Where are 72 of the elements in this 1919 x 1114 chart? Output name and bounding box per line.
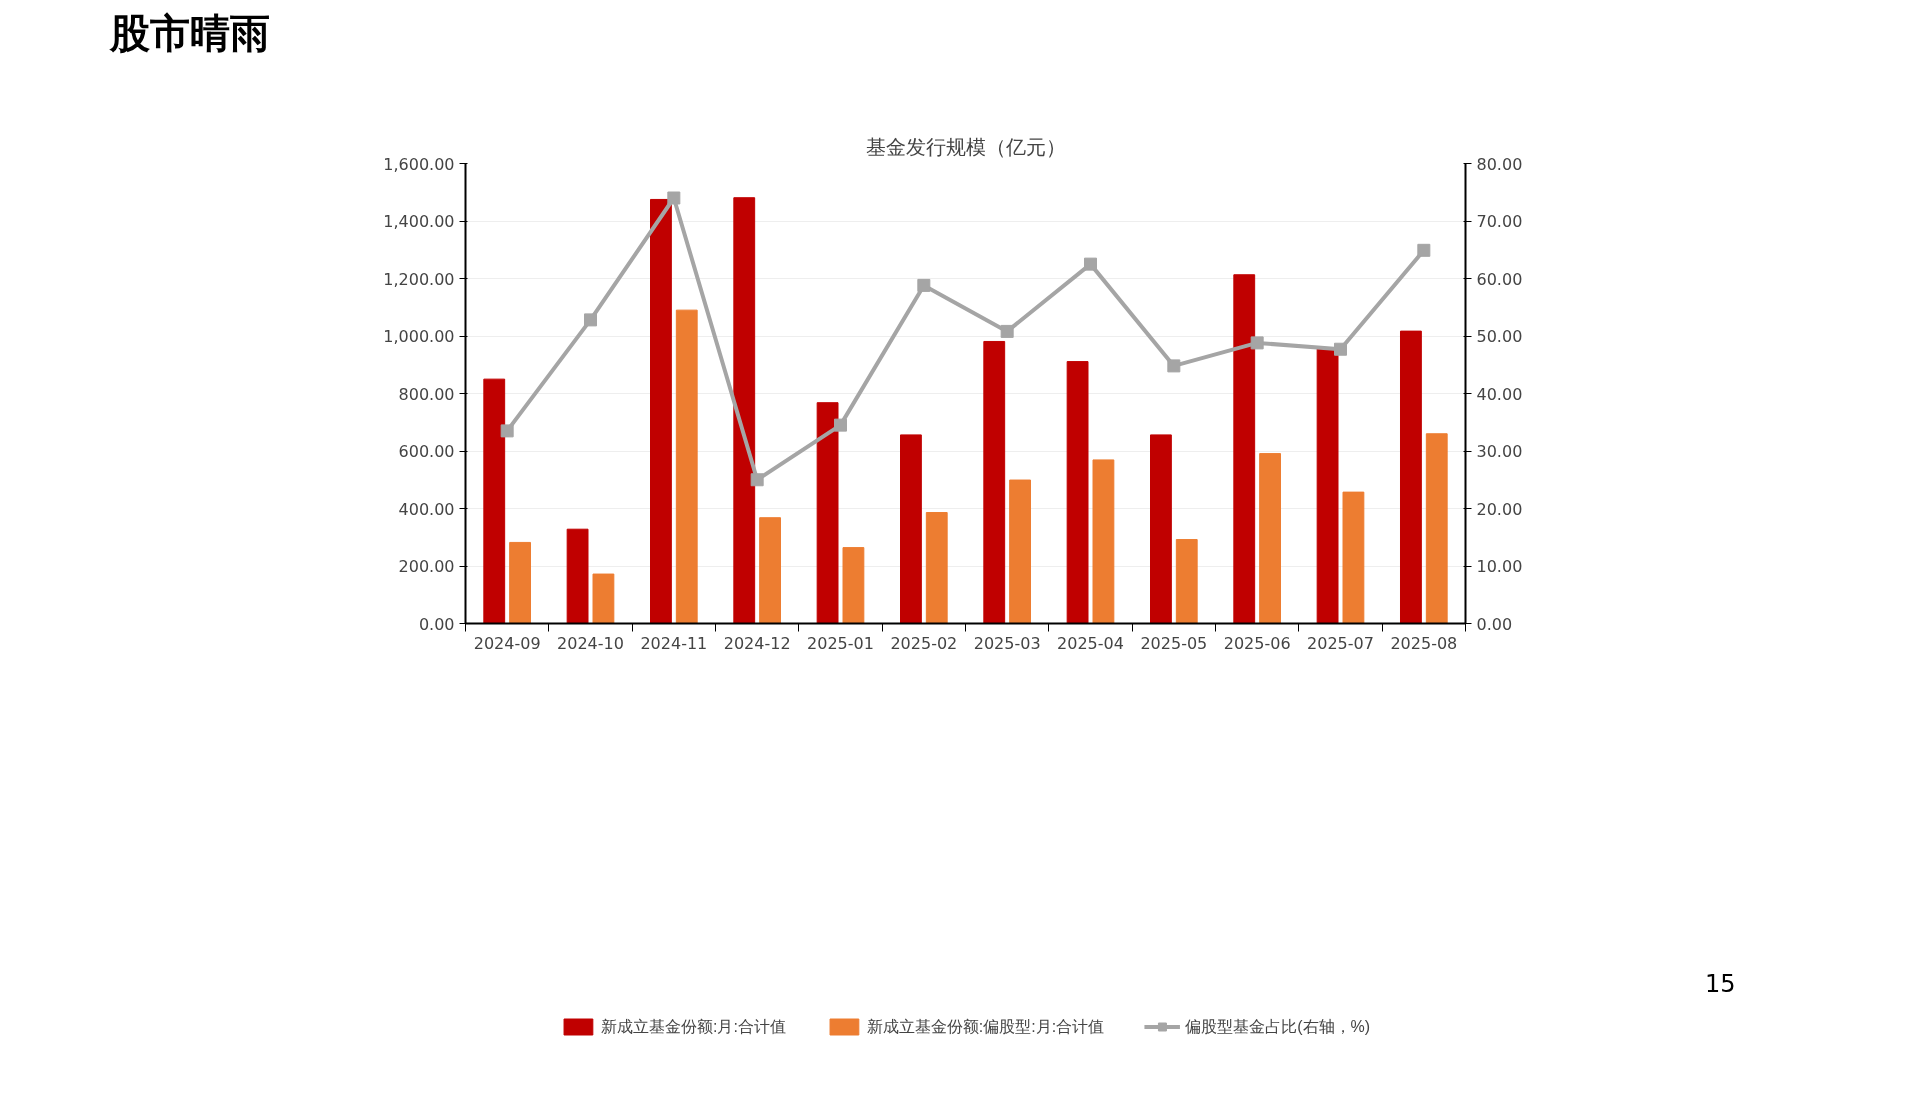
x-tick-label: 2024-09 bbox=[473, 633, 541, 653]
bar bbox=[983, 341, 1006, 624]
x-tick-label: 2025-03 bbox=[973, 633, 1041, 653]
y2-tick-label: 80.00 bbox=[1476, 154, 1523, 174]
y2-tick-label: 60.00 bbox=[1476, 269, 1523, 289]
point bbox=[500, 424, 514, 438]
point bbox=[1167, 359, 1181, 373]
bar bbox=[759, 517, 781, 624]
bar bbox=[900, 434, 922, 624]
y2-tick-label: 70.00 bbox=[1476, 212, 1523, 232]
y-tick-label: 600.00 bbox=[398, 442, 455, 462]
x-tick-label: 2025-04 bbox=[1057, 633, 1124, 653]
legend-label: 新成立基金份额:偏股型:月:合计值 bbox=[866, 1016, 1105, 1037]
legend-label: 偏股型基金占比(右轴，%) bbox=[1185, 1016, 1371, 1037]
x-tick-label: 2025-02 bbox=[890, 633, 958, 653]
point bbox=[667, 191, 681, 205]
y-tick-label: 800.00 bbox=[398, 384, 455, 404]
y2-tick-label: 10.00 bbox=[1476, 557, 1523, 577]
point bbox=[584, 313, 597, 327]
x-tick-label: 2024-10 bbox=[557, 633, 624, 653]
legend-label: 新成立基金份额:月:合计值 bbox=[600, 1016, 786, 1037]
text: 15 bbox=[1705, 969, 1736, 1001]
x-tick-label: 2025-05 bbox=[1140, 633, 1208, 653]
y-tick-label: 1,400.00 bbox=[383, 212, 455, 232]
bar bbox=[1233, 274, 1256, 624]
chart-title: 基金发行规模（亿元） bbox=[865, 134, 1066, 159]
point bbox=[1334, 342, 1347, 356]
bar bbox=[1259, 453, 1281, 624]
y-tick-label: 0.00 bbox=[418, 614, 455, 634]
point bbox=[834, 418, 847, 432]
y2-tick-label: 40.00 bbox=[1476, 384, 1523, 404]
point bbox=[1000, 325, 1014, 339]
bar bbox=[1316, 348, 1339, 624]
bar bbox=[592, 573, 615, 624]
bar bbox=[566, 528, 589, 624]
y-tick-label: 1,200.00 bbox=[383, 269, 455, 289]
x-tick-label: 2025-01 bbox=[807, 633, 874, 653]
x-tick-label: 2024-11 bbox=[640, 633, 708, 653]
bar bbox=[1150, 434, 1172, 624]
y2-tick-label: 50.00 bbox=[1476, 327, 1523, 347]
x-tick-label: 2025-07 bbox=[1307, 633, 1374, 653]
y-tick-label: 400.00 bbox=[398, 499, 455, 519]
bar bbox=[1092, 459, 1115, 624]
y2-tick-label: 20.00 bbox=[1476, 499, 1523, 519]
x-tick-label: 2024-12 bbox=[723, 633, 791, 653]
bar bbox=[509, 542, 531, 624]
point bbox=[1250, 336, 1264, 350]
bar bbox=[1175, 539, 1198, 624]
y-tick-label: 1,000.00 bbox=[383, 327, 455, 347]
y-tick-label: 200.00 bbox=[398, 557, 455, 577]
bar bbox=[1400, 330, 1422, 624]
point bbox=[750, 473, 764, 487]
y-tick-label: 1,600.00 bbox=[383, 154, 455, 174]
x-tick-label: 2025-06 bbox=[1223, 633, 1291, 653]
point bbox=[1084, 257, 1097, 271]
bar bbox=[1342, 491, 1365, 624]
bar bbox=[733, 197, 756, 624]
bar bbox=[816, 402, 839, 624]
bar bbox=[1425, 433, 1448, 624]
bar bbox=[1009, 479, 1031, 624]
point bbox=[1417, 243, 1431, 257]
y2-tick-label: 30.00 bbox=[1476, 442, 1523, 462]
y2-tick-label: 0.00 bbox=[1476, 614, 1513, 634]
point bbox=[917, 279, 931, 293]
bar bbox=[675, 309, 698, 624]
bar bbox=[925, 512, 948, 624]
text: 股市晴雨 bbox=[110, 9, 270, 58]
bar bbox=[1066, 361, 1089, 624]
x-tick-label: 2025-08 bbox=[1390, 633, 1458, 653]
bar bbox=[650, 199, 672, 624]
bar bbox=[483, 378, 506, 624]
bar bbox=[842, 547, 865, 624]
